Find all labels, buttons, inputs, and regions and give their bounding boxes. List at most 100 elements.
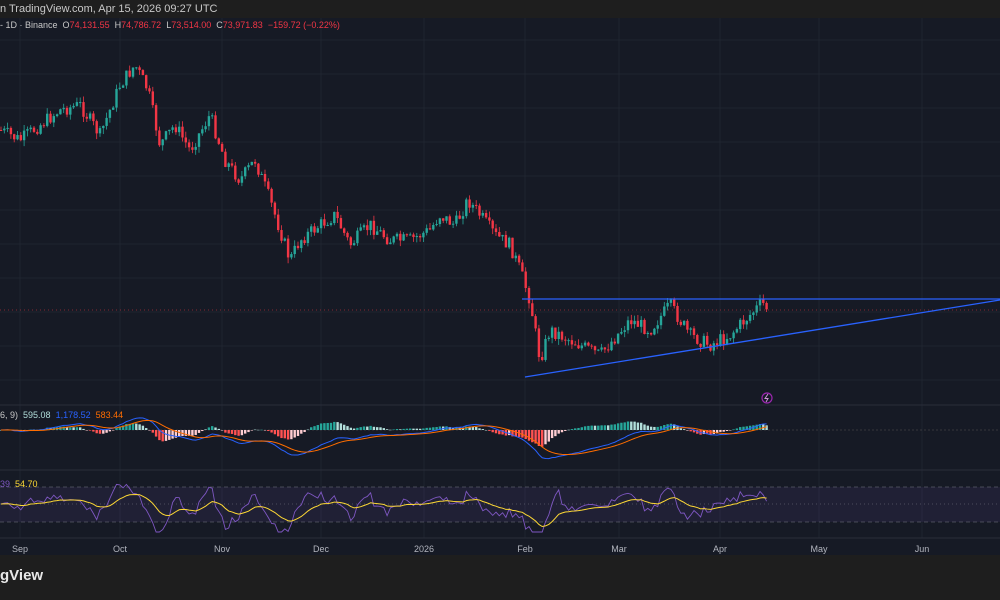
macd-histogram-bar	[257, 429, 260, 431]
time-label-apr: Apr	[712, 544, 728, 554]
close-value: 73,971.83	[222, 20, 263, 30]
macd-histogram-bar	[514, 430, 517, 437]
candle-body	[171, 127, 174, 130]
candle-body	[303, 240, 306, 244]
candle-body	[201, 129, 204, 134]
candle-body	[709, 344, 712, 351]
candle-body	[26, 129, 29, 131]
macd-histogram-bar	[745, 426, 748, 430]
candle-body	[676, 305, 679, 322]
candle-body	[583, 342, 587, 346]
candle-body	[65, 107, 69, 115]
candle-body	[752, 312, 755, 315]
candle-body	[475, 204, 478, 206]
macd-histogram-bar	[524, 430, 527, 439]
candle-body	[389, 242, 392, 245]
time-label-nov: Nov	[213, 544, 231, 554]
candle-body	[580, 345, 583, 349]
macd-histogram-bar	[82, 428, 85, 430]
candle-body	[405, 234, 409, 236]
rsi-band	[0, 487, 1000, 522]
candle-body	[412, 234, 415, 238]
macd-histogram-bar	[643, 424, 646, 430]
macd-histogram-bar	[577, 427, 580, 430]
candle-body	[554, 327, 557, 339]
candle-body	[735, 329, 739, 333]
candle-body	[699, 343, 702, 347]
candle-body	[148, 88, 151, 92]
candle-body	[128, 70, 131, 77]
candle-body	[85, 116, 88, 119]
candle-body	[679, 321, 682, 325]
macd-histogram-bar	[626, 421, 630, 430]
candle-body	[115, 88, 118, 108]
chart-canvas[interactable]	[0, 0, 1000, 555]
macd-histogram-bar	[673, 424, 676, 430]
macd-histogram-bar	[79, 427, 82, 430]
macd-histogram-bar	[679, 428, 682, 430]
macd-histogram-bar	[329, 422, 333, 430]
candle-body	[748, 314, 752, 321]
macd-histogram-bar	[560, 430, 564, 433]
macd-histogram-bar	[630, 421, 633, 430]
candle-body	[352, 243, 356, 246]
macd-histogram-bar	[112, 430, 115, 431]
macd-histogram-bar	[244, 430, 247, 434]
macd-histogram-bar	[418, 428, 422, 430]
candle-body	[451, 223, 455, 225]
macd-histogram-bar	[527, 430, 531, 441]
candle-body	[102, 125, 105, 129]
macd-histogram-bar	[293, 430, 296, 438]
candle-body	[725, 338, 729, 345]
candle-body	[121, 85, 125, 88]
macd-histogram-bar	[574, 428, 577, 430]
candle-body	[468, 199, 471, 208]
macd-histogram-bar	[521, 430, 524, 438]
candle-body	[92, 113, 95, 122]
candle-body	[260, 173, 263, 175]
macd-histogram-bar	[448, 427, 451, 430]
rsi-legend: 39 54.70	[0, 479, 38, 489]
macd-histogram-bar	[725, 430, 729, 431]
macd-histogram-bar	[151, 430, 154, 433]
macd-histogram-bar	[247, 430, 250, 433]
candle-body	[603, 347, 607, 350]
candle-body	[247, 165, 250, 168]
candle-body	[194, 146, 197, 150]
macd-histogram-bar	[121, 425, 125, 430]
candle-body	[484, 213, 488, 218]
macd-histogram-bar	[62, 426, 65, 430]
candle-body	[257, 163, 260, 175]
candle-body	[745, 320, 748, 325]
candle-body	[597, 349, 600, 351]
change-value: −159.72 (−0.22%)	[267, 20, 340, 30]
candle-body	[425, 228, 428, 233]
macd-legend: 6, 9) 595.08 1,178.52 583.44	[0, 410, 123, 420]
candle-body	[491, 220, 494, 229]
macd-histogram-bar	[438, 426, 442, 430]
candle-body	[649, 332, 653, 335]
macd-histogram-bar	[135, 423, 138, 430]
macd-histogram-bar	[296, 430, 300, 436]
macd-histogram-bar	[138, 424, 141, 430]
candle-body	[29, 127, 32, 130]
macd-histogram-bar	[154, 430, 158, 437]
macd-histogram-bar	[379, 427, 382, 430]
candle-body	[263, 173, 267, 182]
macd-histogram-bar	[706, 430, 709, 435]
macd-histogram-bar	[719, 430, 722, 432]
time-label-may: May	[810, 544, 828, 554]
candle-body	[382, 230, 385, 238]
candle-body	[689, 328, 692, 330]
candle-body	[442, 218, 445, 221]
candle-body	[494, 228, 498, 233]
candle-body	[0, 130, 3, 131]
candle-body	[326, 224, 329, 226]
candle-body	[138, 67, 141, 71]
candle-body	[88, 113, 92, 119]
candle-body	[224, 151, 227, 167]
macd-histogram-bar	[148, 430, 151, 431]
macd-histogram-bar	[686, 430, 689, 431]
candle-body	[392, 236, 395, 243]
candle-body	[191, 147, 194, 150]
